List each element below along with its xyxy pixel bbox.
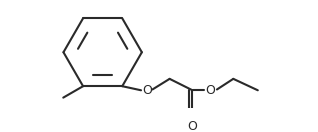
Text: O: O <box>188 120 197 132</box>
Text: O: O <box>205 84 215 97</box>
Text: O: O <box>142 84 152 97</box>
